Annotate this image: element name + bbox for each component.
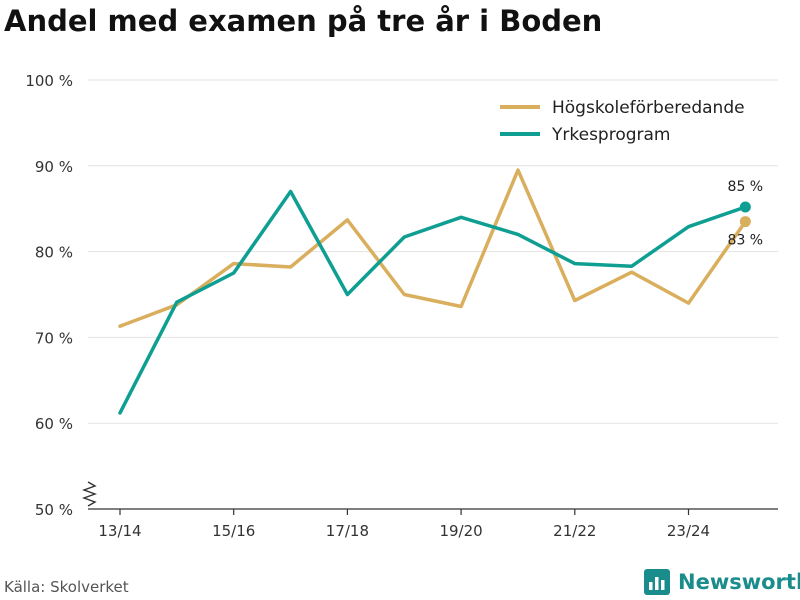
x-tick-label: 17/18 [326, 522, 369, 540]
y-tick-label: 60 % [35, 415, 73, 433]
y-tick-label: 80 % [35, 244, 73, 262]
series-line-0 [118, 168, 748, 328]
chart-title: Andel med examen på tre år i Boden [4, 4, 603, 38]
y-tick-label: 50 % [35, 501, 73, 519]
x-tick-label: 23/24 [667, 522, 710, 540]
source-text: Källa: Skolverket [4, 578, 129, 596]
brand-name: Newsworthy [678, 570, 800, 594]
legend-label-1: Yrkesprogram [551, 125, 671, 145]
x-tick-label: 13/14 [98, 522, 141, 540]
series-end-point-1 [739, 201, 751, 213]
bar-chart-logo-icon [644, 569, 670, 595]
x-tick-label: 21/22 [553, 522, 596, 540]
series-lines: 83 % 85 % [118, 168, 764, 415]
gridlines [88, 79, 778, 424]
legend-label-0: Högskoleförberedande [552, 98, 745, 118]
brand-logo[interactable]: Newsworthy [644, 569, 800, 595]
series-end-point-0 [739, 216, 751, 228]
legend: Högskoleförberedande Yrkesprogram [500, 98, 745, 145]
y-axis: 50 % 60 % 70 % 80 % 90 % 100 % [25, 72, 98, 519]
axis-break-icon [81, 481, 98, 507]
x-tick-label: 19/20 [439, 522, 482, 540]
x-axis: 13/14 15/16 17/18 19/20 21/22 23/24 [88, 508, 778, 540]
y-tick-label: 70 % [35, 329, 73, 347]
series-end-label-0: 83 % [728, 233, 764, 249]
series-end-label-1: 85 % [728, 179, 764, 195]
y-tick-label: 100 % [25, 72, 73, 90]
series-line-1 [118, 189, 748, 415]
y-tick-label: 90 % [35, 158, 73, 176]
x-tick-label: 15/16 [212, 522, 255, 540]
